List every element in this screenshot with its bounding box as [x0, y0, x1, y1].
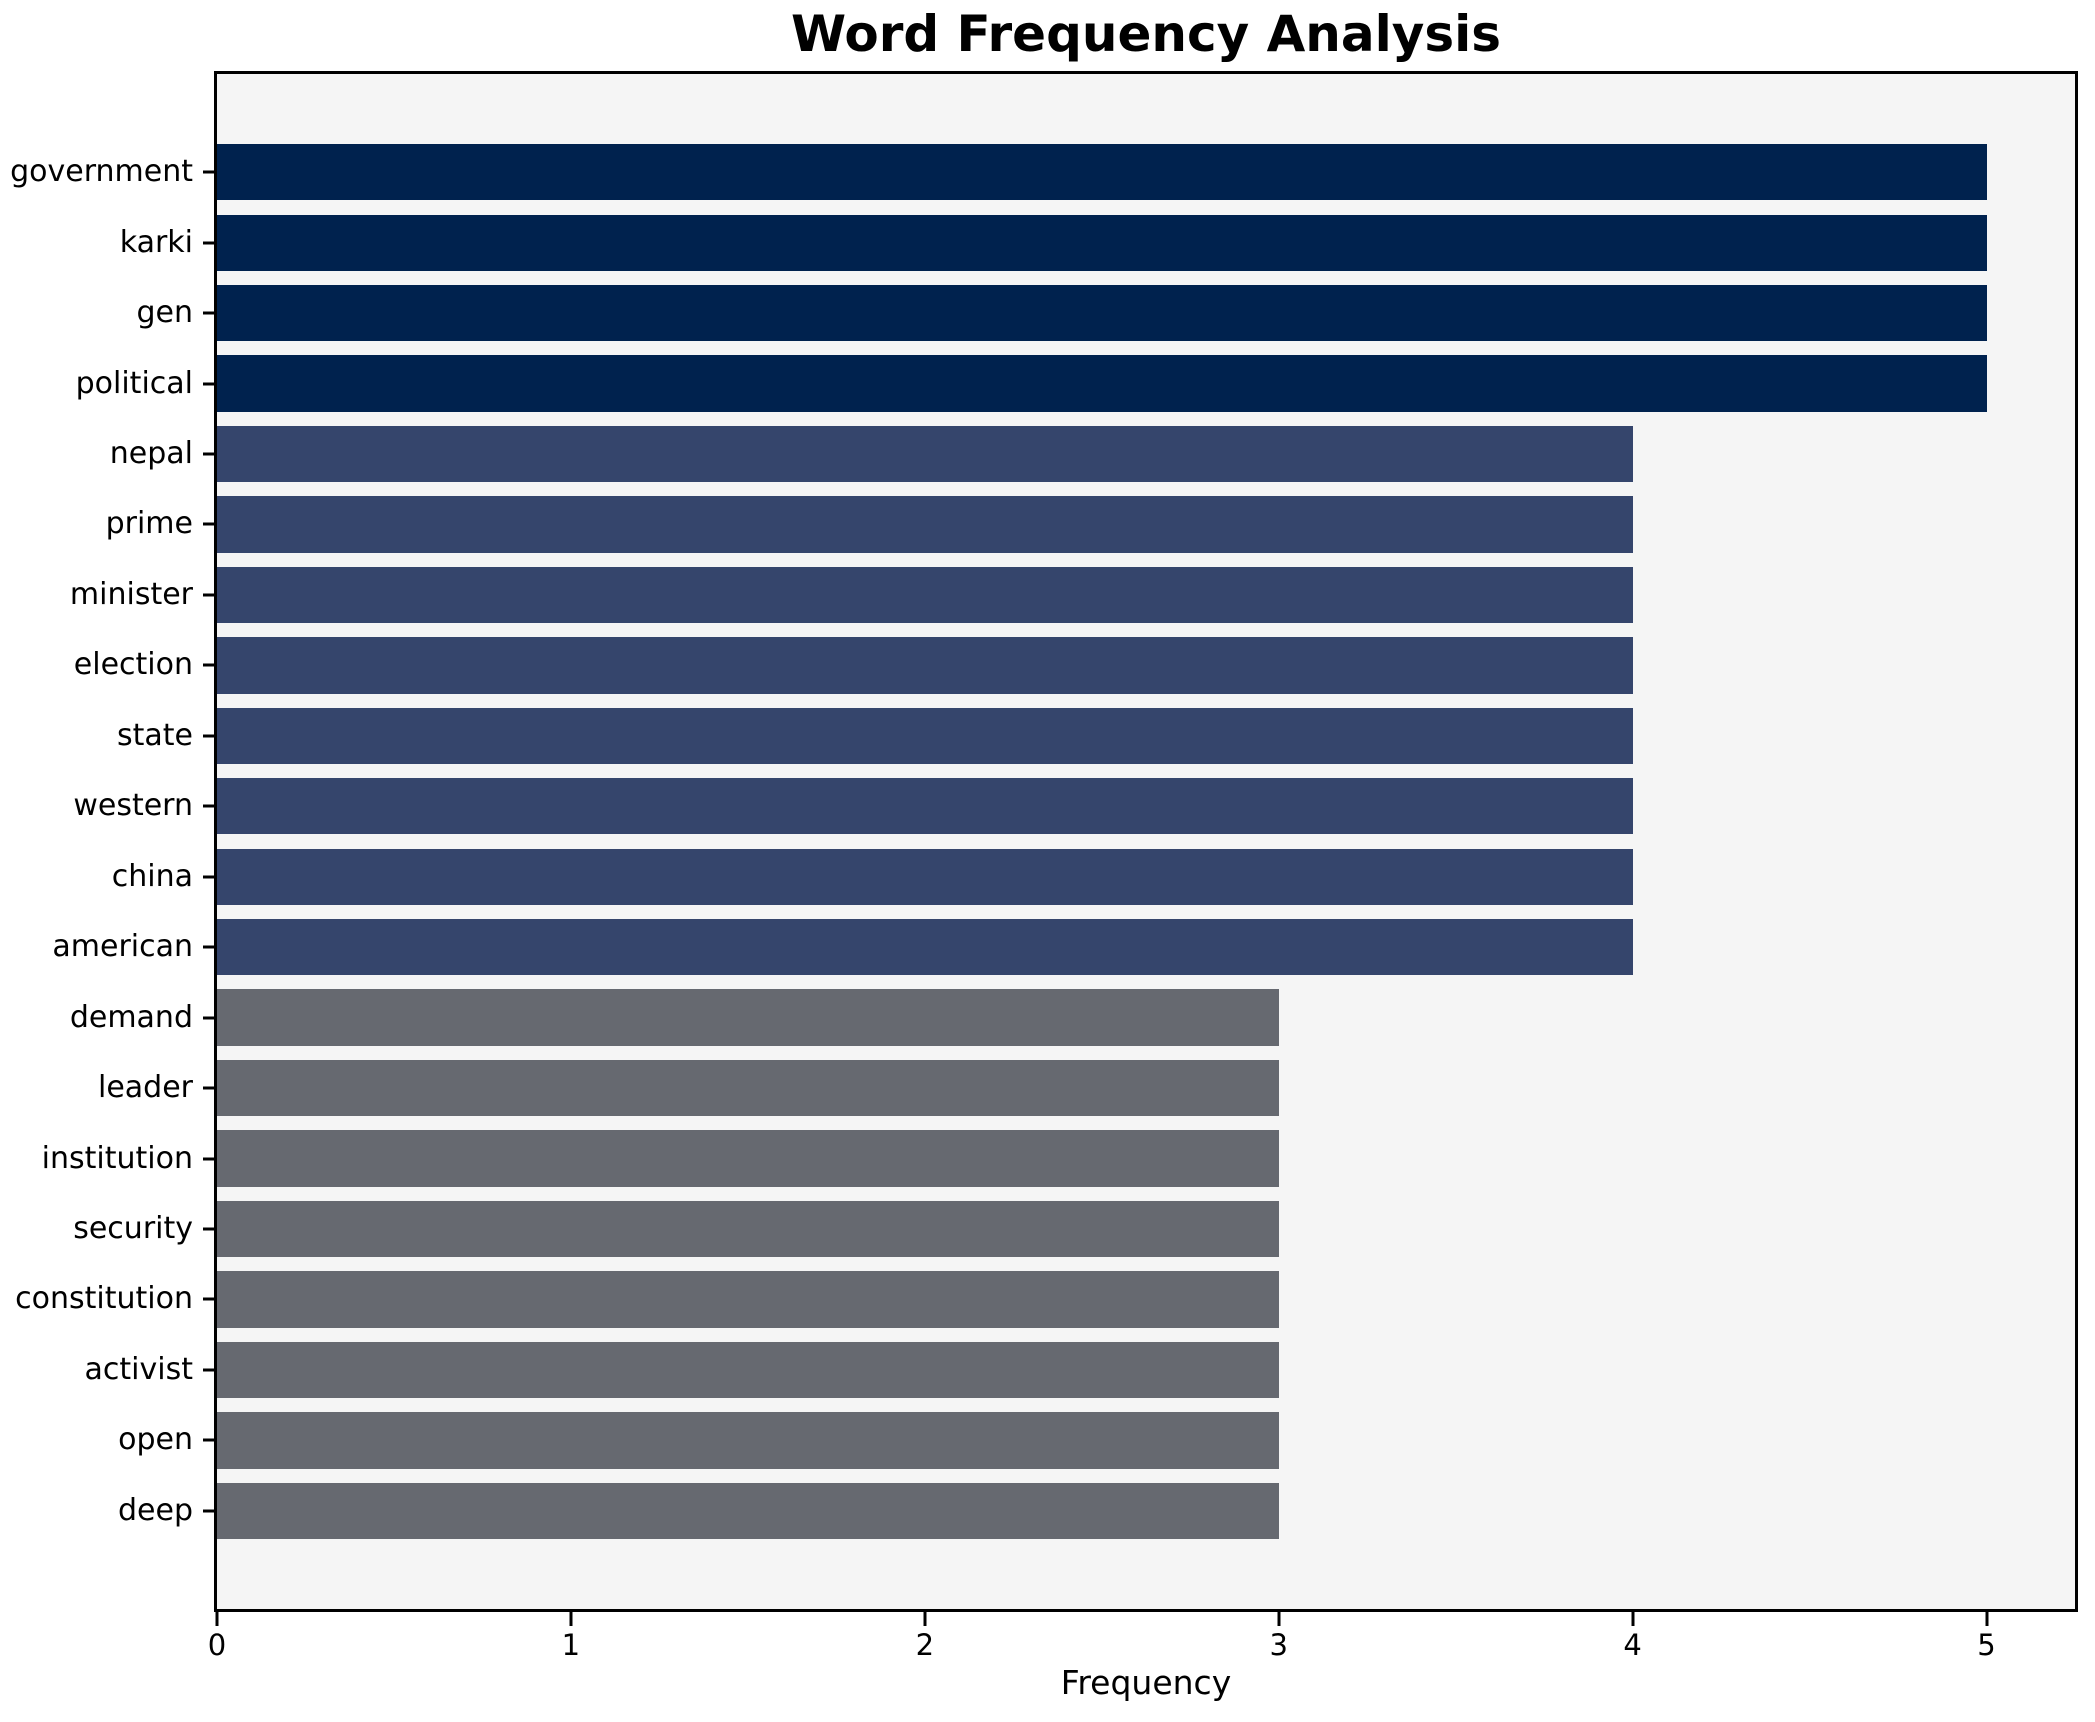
bar-government — [217, 144, 1987, 201]
bar-row: government — [10, 137, 2075, 207]
bar-political — [217, 355, 1987, 412]
bar-row: institution — [42, 1123, 2075, 1193]
y-tick-mark — [203, 593, 214, 597]
x-tick-mark — [1985, 1612, 1989, 1626]
bar-row: gen — [136, 278, 2075, 348]
bar-nepal — [217, 425, 1633, 483]
bar-row: leader — [98, 1053, 2075, 1123]
y-tick-mark — [203, 382, 214, 386]
bar-activist — [217, 1341, 1279, 1399]
chart-title: Word Frequency Analysis — [790, 5, 1502, 63]
bar-china — [217, 848, 1633, 905]
y-tick-mark — [203, 1297, 214, 1301]
x-tick-label: 5 — [1977, 1628, 1996, 1662]
y-tick-mark — [203, 1157, 214, 1161]
bar-gen — [217, 284, 1987, 342]
x-tick-label: 0 — [207, 1628, 227, 1662]
x-tick-mark — [923, 1612, 927, 1626]
bar-row: nepal — [110, 419, 2075, 489]
bar-row: demand — [70, 982, 2075, 1052]
y-tick-label: china — [111, 858, 193, 894]
x-axis: 0 1 2 3 4 5 — [208, 1612, 2075, 1682]
y-tick-label: political — [75, 365, 193, 401]
bar-election — [217, 637, 1633, 694]
x-tick-label: 3 — [1269, 1628, 1288, 1662]
y-tick-label: western — [73, 788, 193, 824]
y-tick-label: prime — [105, 506, 193, 542]
x-tick-label: 1 — [561, 1628, 581, 1662]
bar-minister — [217, 566, 1633, 624]
bar-row: western — [73, 771, 2075, 841]
y-tick-mark — [203, 1086, 214, 1090]
y-tick-mark — [203, 1368, 214, 1372]
y-tick-label: constitution — [15, 1281, 193, 1317]
y-tick-mark — [203, 522, 214, 526]
x-axis-label: Frequency — [1060, 1663, 1232, 1702]
y-tick-label: karki — [119, 224, 193, 260]
bar-demand — [217, 989, 1279, 1046]
bar-karki — [217, 214, 1987, 271]
y-tick-mark — [203, 1509, 214, 1513]
y-tick-label: leader — [97, 1070, 193, 1106]
y-tick-label: state — [117, 717, 193, 753]
bar-row: activist — [85, 1335, 2075, 1405]
y-tick-label: demand — [69, 999, 193, 1035]
bar-western — [217, 778, 1633, 835]
y-tick-label: gen — [136, 295, 193, 331]
x-tick-label: 4 — [1623, 1628, 1642, 1662]
y-tick-mark — [203, 311, 214, 315]
bars-container: government karki gen political nepal prime min… — [10, 74, 2075, 1609]
y-tick-mark — [203, 241, 214, 245]
y-tick-label: activist — [84, 1351, 193, 1387]
bar-row: election — [74, 630, 2075, 700]
y-tick-label: nepal — [109, 436, 193, 472]
y-tick-label: american — [52, 929, 193, 965]
y-tick-mark — [203, 1227, 214, 1231]
bar-state — [217, 707, 1633, 765]
bar-row: american — [52, 912, 2075, 982]
bar-deep — [217, 1482, 1279, 1540]
bar-leader — [217, 1059, 1279, 1117]
bar-row: prime — [106, 489, 2075, 559]
y-tick-mark — [203, 734, 214, 738]
y-tick-mark — [203, 875, 214, 879]
x-tick-mark — [1277, 1612, 1281, 1626]
y-tick-label: deep — [118, 1492, 193, 1528]
bar-constitution — [217, 1271, 1279, 1328]
y-tick-label: minister — [69, 576, 193, 612]
x-tick-mark — [569, 1612, 573, 1626]
y-tick-mark — [203, 170, 214, 174]
y-tick-mark — [203, 945, 214, 949]
y-tick-label: institution — [41, 1140, 193, 1176]
bar-institution — [217, 1130, 1279, 1187]
bar-row: karki — [120, 207, 2075, 277]
bar-row: constitution — [15, 1264, 2075, 1334]
bar-row: security — [73, 1194, 2075, 1264]
x-tick-label: 2 — [915, 1628, 935, 1662]
y-tick-label: security — [73, 1211, 193, 1247]
bar-open — [217, 1412, 1279, 1469]
y-tick-label: election — [73, 647, 193, 683]
y-tick-mark — [203, 663, 214, 667]
y-tick-mark — [203, 804, 214, 808]
bar-american — [217, 919, 1633, 976]
plot-area: government karki gen political nepal prime min… — [10, 71, 2078, 1612]
y-tick-mark — [203, 1016, 214, 1020]
bar-security — [217, 1200, 1279, 1258]
y-tick-mark — [203, 452, 214, 456]
bar-row: state — [117, 701, 2075, 771]
x-tick-mark — [215, 1612, 219, 1626]
bar-row: china — [112, 842, 2075, 912]
bar-row: minister — [70, 560, 2075, 630]
x-tick-mark — [1631, 1612, 1635, 1626]
bar-row: open — [118, 1405, 2075, 1475]
bar-row: political — [76, 348, 2075, 418]
bar-row: deep — [118, 1476, 2075, 1546]
y-tick-label: government — [10, 154, 193, 190]
y-tick-mark — [203, 1438, 214, 1442]
bar-prime — [217, 496, 1633, 553]
y-tick-label: open — [118, 1422, 193, 1458]
